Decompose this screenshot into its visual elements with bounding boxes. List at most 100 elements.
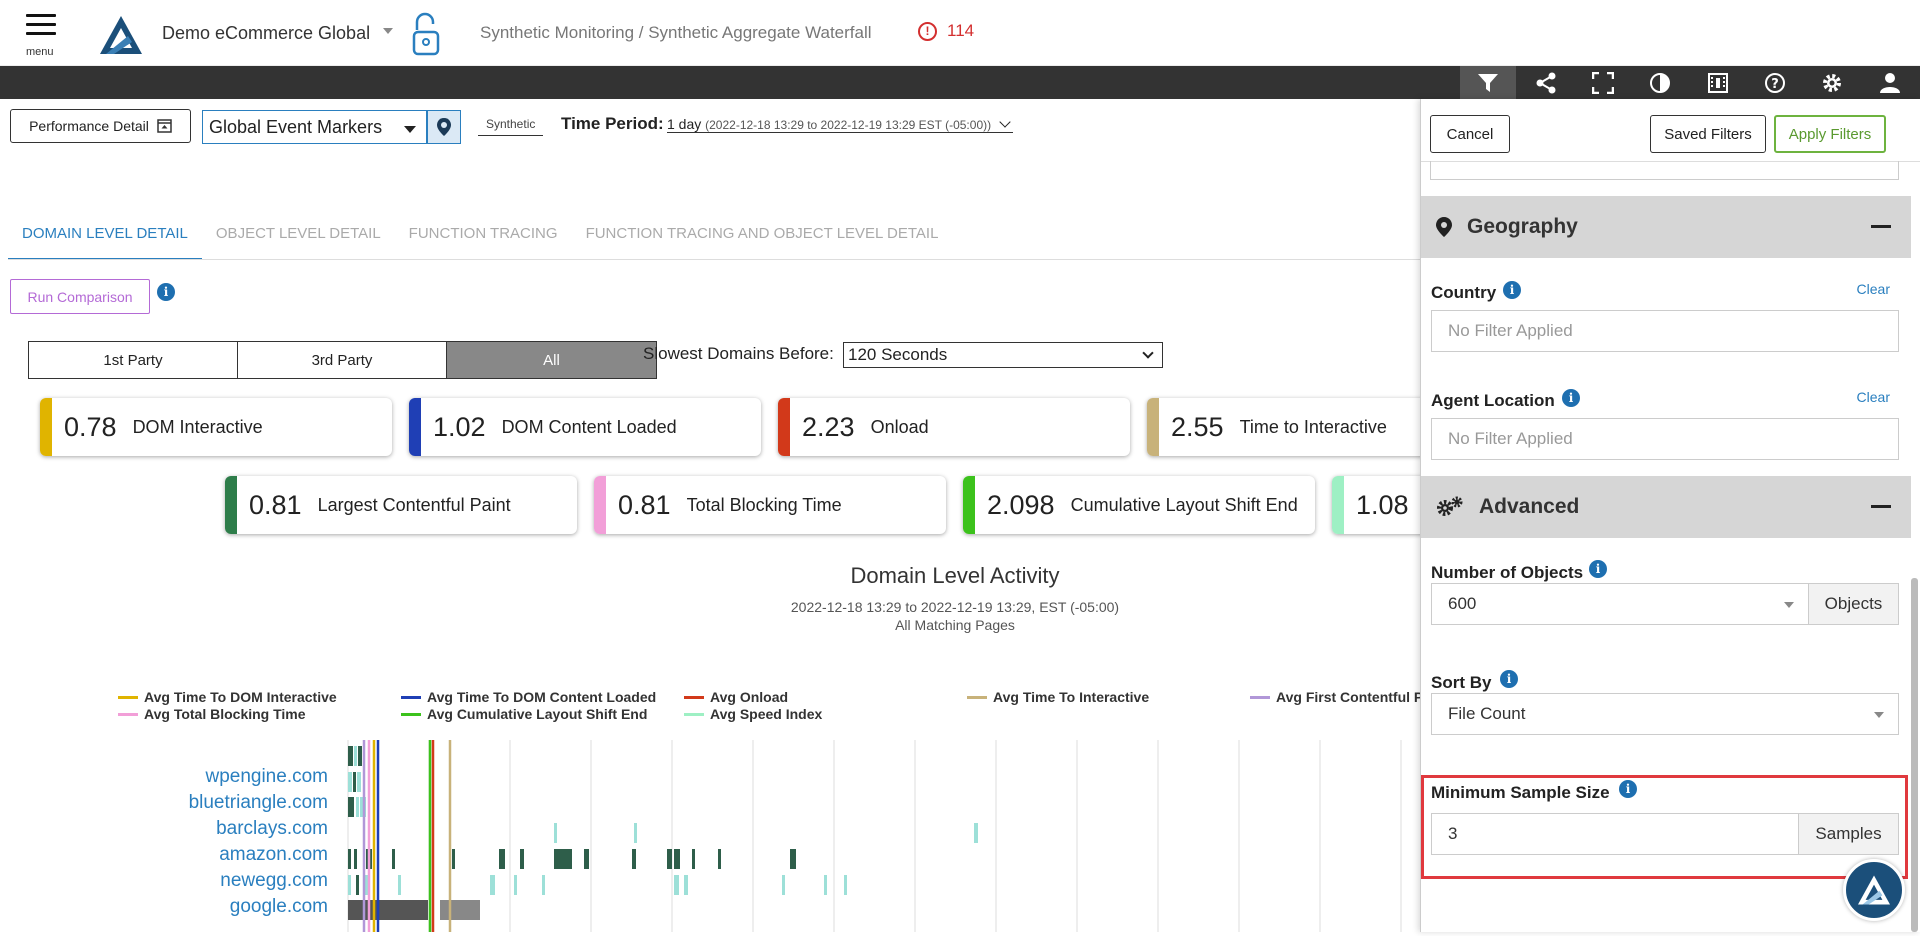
waterfall-bar [440, 900, 480, 920]
legend-item[interactable]: Avg Time To DOM Interactive [118, 689, 337, 705]
synthetic-tab[interactable]: Synthetic [478, 117, 544, 136]
chart-title: Domain Level Activity [850, 563, 1060, 588]
country-clear-link[interactable]: Clear [1856, 281, 1890, 297]
film-icon[interactable] [1690, 66, 1746, 99]
alert-count: 114 [947, 21, 975, 40]
info-icon[interactable]: i [1589, 560, 1607, 578]
domain-label[interactable]: amazon.com [219, 844, 328, 865]
domain-label[interactable]: wpengine.com [205, 766, 328, 787]
event-markers-select[interactable]: Global Event Markers [202, 110, 427, 144]
sort-by-select[interactable]: File Count [1431, 693, 1899, 735]
info-icon[interactable]: i [157, 283, 175, 301]
event-markers-value: Global Event Markers [209, 117, 383, 137]
country-input[interactable]: No Filter Applied [1431, 310, 1899, 352]
user-icon[interactable] [1862, 66, 1918, 99]
waterfall-bar [348, 797, 354, 817]
assistant-chat-button[interactable] [1843, 859, 1905, 921]
tab-function-tracing-object-level[interactable]: FUNCTION TRACING AND OBJECT LEVEL DETAIL [585, 225, 939, 242]
collapse-icon[interactable] [1871, 505, 1891, 508]
legend-item[interactable]: Avg First Contentful P [1250, 689, 1423, 705]
event-marker-pin-button[interactable] [427, 110, 461, 144]
legend-item[interactable]: Avg Time To Interactive [967, 689, 1149, 705]
waterfall-bar [554, 849, 572, 869]
waterfall-bar [348, 772, 352, 792]
agent-location-clear-link[interactable]: Clear [1856, 389, 1890, 405]
domain-label[interactable]: newegg.com [220, 870, 328, 891]
legend-item[interactable]: Avg Speed Index [684, 706, 822, 722]
help-icon[interactable]: ? [1747, 66, 1803, 99]
all-party-button[interactable]: All [447, 342, 656, 378]
domain-label[interactable]: google.com [229, 896, 328, 917]
metric-card[interactable]: 1.02 DOM Content Loaded [409, 398, 761, 456]
info-icon[interactable]: i [1619, 780, 1637, 798]
agent-location-input[interactable]: No Filter Applied [1431, 418, 1899, 460]
third-party-button[interactable]: 3rd Party [238, 342, 447, 378]
tab-domain-level-detail[interactable]: DOMAIN LEVEL DETAIL [8, 214, 202, 260]
apply-filters-button[interactable]: Apply Filters [1774, 115, 1886, 153]
unlock-icon[interactable] [411, 12, 441, 61]
metric-card[interactable]: 2.098 Cumulative Layout Shift End [963, 476, 1315, 534]
first-party-button[interactable]: 1st Party [29, 342, 238, 378]
time-period-value: 1 day [667, 116, 702, 132]
metric-label: Time to Interactive [1239, 416, 1387, 437]
saved-filters-button[interactable]: Saved Filters [1650, 115, 1766, 153]
waterfall-chart [347, 740, 1402, 932]
truncated-input[interactable] [1430, 161, 1899, 180]
legend-item[interactable]: Avg Time To DOM Content Loaded [401, 689, 656, 705]
time-period-select[interactable]: 1 day (2022-12-18 13:29 to 2022-12-19 13… [667, 116, 1014, 133]
metric-card[interactable]: 2.23 Onload [778, 398, 1130, 456]
waterfall-bar [364, 875, 368, 895]
chart-subtitle: 2022-12-18 13:29 to 2022-12-19 13:29, ES… [660, 598, 1250, 634]
country-label: Country [1431, 283, 1497, 302]
brand-logo-icon [1858, 875, 1890, 905]
company-name[interactable]: Demo eCommerce Global [162, 23, 371, 43]
waterfall-bar [354, 746, 357, 766]
chevron-down-icon [1784, 602, 1794, 608]
geography-section-header[interactable]: Geography [1421, 196, 1911, 258]
contrast-icon[interactable] [1632, 66, 1688, 99]
metric-value: 2.23 [802, 411, 855, 442]
metric-color-bar [778, 398, 790, 456]
run-comparison-button[interactable]: Run Comparison [10, 279, 150, 314]
company-dropdown-icon[interactable] [383, 28, 393, 34]
panel-scrollbar[interactable] [1911, 578, 1918, 932]
domain-label[interactable]: barclays.com [216, 818, 328, 839]
tab-object-level-detail[interactable]: OBJECT LEVEL DETAIL [215, 225, 381, 242]
map-pin-icon [1436, 217, 1452, 237]
slowest-domains-label: Slowest Domains Before: [643, 344, 834, 363]
fullscreen-icon[interactable] [1575, 66, 1631, 99]
legend-item[interactable]: Avg Total Blocking Time [118, 706, 306, 722]
performance-detail-button[interactable]: Performance Detail [10, 109, 191, 143]
tab-function-tracing[interactable]: FUNCTION TRACING [408, 225, 558, 242]
metric-card[interactable]: 0.78 DOM Interactive [40, 398, 392, 456]
legend-item[interactable]: Avg Cumulative Layout Shift End [401, 706, 647, 722]
info-icon[interactable]: i [1562, 389, 1580, 407]
party-filter: 1st Party 3rd Party All [28, 341, 657, 379]
legend-item[interactable]: Avg Onload [684, 689, 788, 705]
gear-icon[interactable] [1804, 66, 1860, 99]
slowest-domains-select[interactable]: 120 Seconds [843, 342, 1163, 368]
metric-color-bar [594, 476, 606, 534]
metric-card[interactable]: 2.55 Time to Interactive [1147, 398, 1447, 456]
metric-card[interactable]: 0.81 Largest Contentful Paint [225, 476, 577, 534]
objects-select[interactable]: 600 [1431, 583, 1809, 625]
legend-swatch [684, 712, 704, 716]
sample-size-value: 3 [1448, 824, 1458, 843]
waterfall-bar [667, 849, 672, 869]
advanced-section-header[interactable]: Advanced [1421, 476, 1911, 538]
share-icon[interactable] [1518, 66, 1574, 99]
metric-card[interactable]: 0.81 Total Blocking Time [594, 476, 946, 534]
collapse-icon[interactable] [1871, 225, 1891, 228]
alert-indicator[interactable]: ! 114 [918, 21, 974, 41]
menu-icon[interactable] [26, 14, 56, 41]
legend-label: Avg Cumulative Layout Shift End [427, 706, 648, 722]
brand-logo-icon[interactable] [98, 14, 144, 61]
alert-icon: ! [918, 21, 937, 41]
info-icon[interactable]: i [1503, 281, 1521, 299]
cancel-button[interactable]: Cancel [1430, 115, 1510, 153]
waterfall-bar [634, 823, 637, 843]
filter-icon[interactable] [1460, 66, 1516, 99]
domain-label[interactable]: bluetriangle.com [188, 792, 328, 813]
objects-value: 600 [1448, 594, 1477, 613]
info-icon[interactable]: i [1500, 670, 1518, 688]
